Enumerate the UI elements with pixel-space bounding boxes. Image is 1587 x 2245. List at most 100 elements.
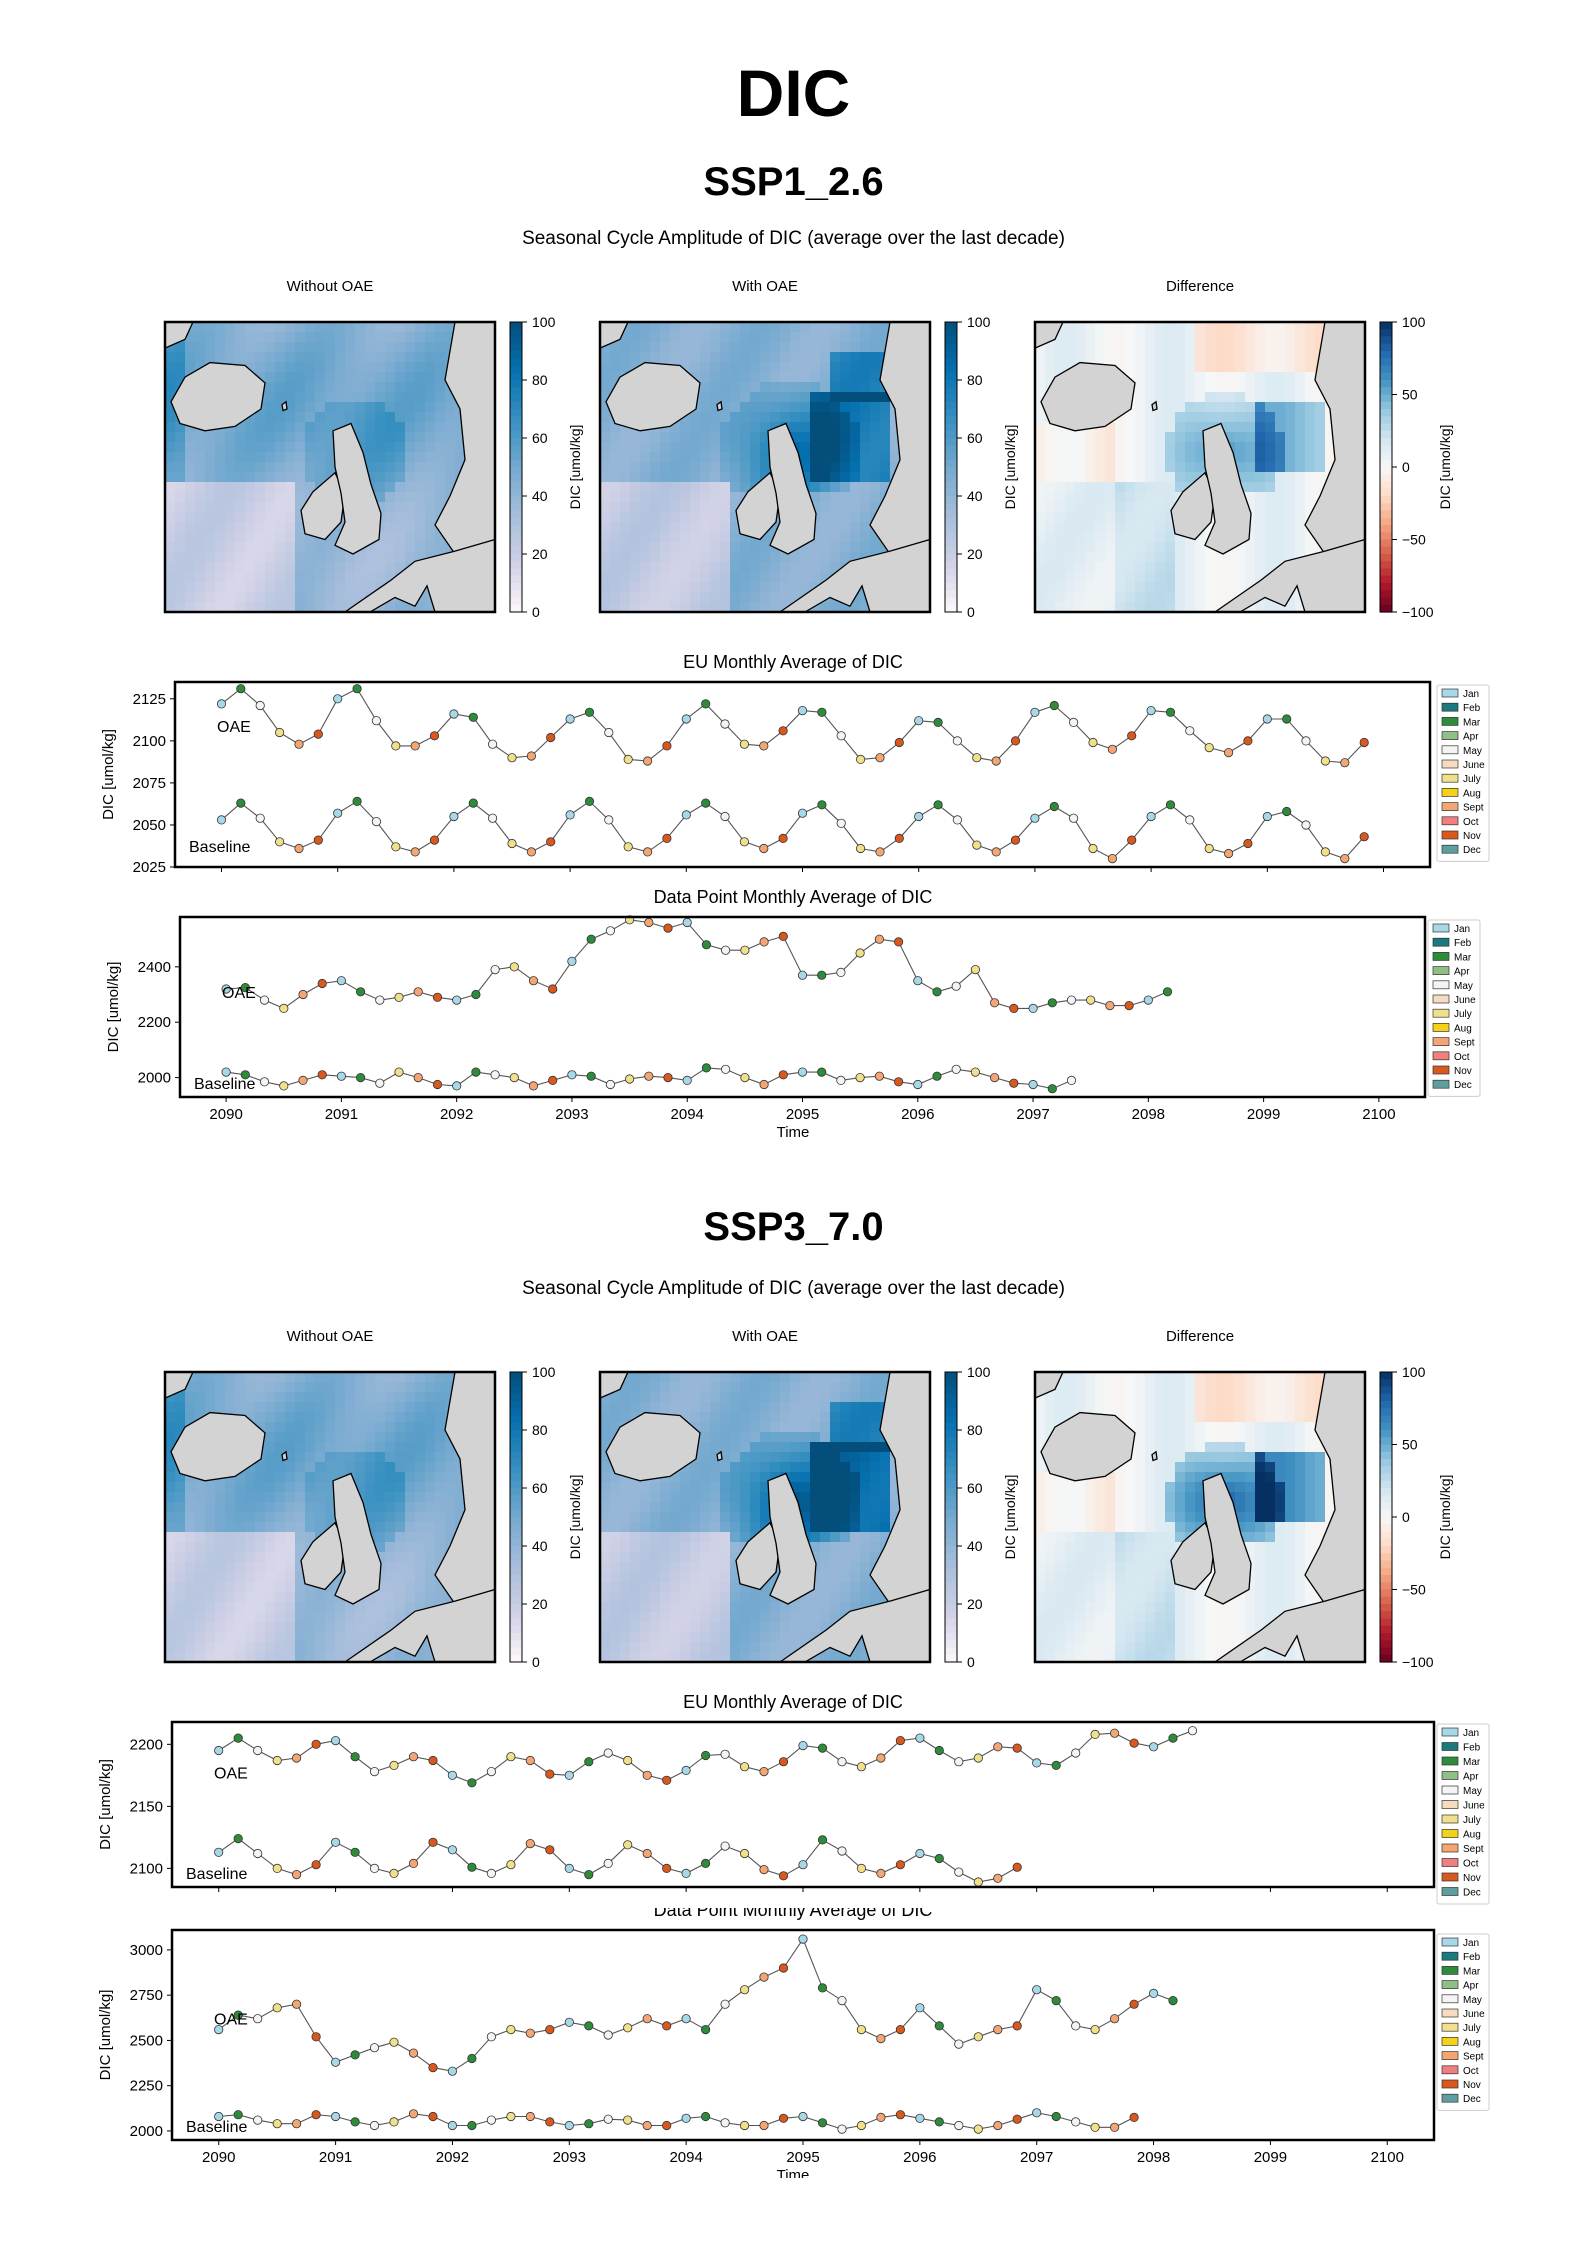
legend-label: Aug	[1454, 1023, 1472, 1034]
y-tick-label: 2000	[130, 2123, 163, 2140]
data-point	[468, 798, 478, 808]
data-point	[375, 995, 385, 1005]
colorbar-frame	[944, 321, 958, 613]
data-point	[1030, 707, 1040, 717]
y-tick-label: 2500	[130, 2032, 163, 2049]
legend-label: June	[1463, 2009, 1485, 2020]
data-point	[410, 847, 420, 857]
colorbar-tick-label: 50	[1402, 1437, 1418, 1453]
data-point	[548, 984, 558, 994]
legend-swatch	[1441, 688, 1459, 698]
data-point	[817, 2118, 828, 2128]
colorbar-tick-label: 80	[532, 372, 548, 388]
colorbar-tick-label: 60	[967, 430, 983, 446]
map-panel: 100 50 0 −50 −100 DIC [umol/kg]	[1033, 1364, 1453, 1670]
colorbar-tick-label: 40	[532, 1538, 548, 1554]
data-point	[333, 808, 343, 818]
colorbar-tick-label: 80	[532, 1422, 548, 1438]
data-point	[991, 756, 1001, 766]
data-point	[662, 1863, 672, 1873]
map-title-with-oae: With OAE	[732, 278, 798, 295]
data-point	[291, 1753, 302, 1763]
data-point	[642, 2120, 652, 2131]
data-point	[1066, 1075, 1077, 1085]
x-tick-label: 2092	[436, 2149, 469, 2166]
chart-title: Data Point Monthly Average of DIC	[654, 887, 933, 907]
colorbar: 100 80 60 40 20 0 DIC [umol/kg]	[944, 314, 1018, 620]
data-point	[545, 2025, 555, 2035]
data-point	[1110, 1728, 1120, 1738]
data-point	[797, 706, 808, 716]
data-point	[1032, 2108, 1042, 2118]
data-point	[778, 1871, 789, 1881]
data-point	[584, 2119, 594, 2129]
data-point	[700, 2025, 711, 2035]
legend-swatch	[1441, 1771, 1459, 1780]
data-point	[1301, 820, 1311, 830]
data-point	[240, 983, 250, 993]
data-point	[486, 1868, 496, 1878]
data-point	[837, 1846, 847, 1856]
y-tick-label: 2125	[133, 691, 166, 708]
data-point	[720, 719, 730, 729]
data-point	[333, 694, 343, 704]
chart-title: EU Monthly Average of DIC	[683, 1692, 903, 1712]
legend-swatch	[1432, 1051, 1450, 1061]
legend-swatch	[1441, 2037, 1459, 2046]
legend-label: Dec	[1463, 2094, 1481, 2105]
data-point	[317, 1070, 327, 1080]
data-point	[369, 2043, 380, 2053]
data-point	[330, 2057, 341, 2067]
data-point	[662, 833, 672, 843]
data-point	[298, 1075, 308, 1085]
data-point	[1030, 813, 1040, 823]
colorbar-tick-label: 0	[532, 604, 540, 620]
data-point	[1127, 731, 1137, 741]
data-point	[973, 1753, 983, 1763]
data-point	[564, 2017, 574, 2027]
y-tick-label: 2100	[130, 1860, 163, 1877]
data-point	[1149, 1742, 1159, 1752]
data-point	[1069, 813, 1079, 823]
data-point	[330, 2111, 341, 2122]
point-timeseries-ssp3: Data Point Monthly Average of DIC 2000 225…	[97, 1908, 1490, 2178]
legend-swatch	[1441, 1800, 1459, 1809]
data-point	[778, 2113, 789, 2123]
data-point	[954, 1867, 964, 1877]
x-tick-label: 2094	[671, 1106, 704, 1123]
legend-label: May	[1463, 1995, 1482, 2006]
data-point	[681, 2014, 691, 2024]
legend-swatch	[1441, 2065, 1459, 2075]
colorbar-tick-label: 0	[967, 1654, 975, 1670]
data-point	[236, 684, 246, 694]
colorbar: 100 80 60 40 20 0 DIC [umol/kg]	[509, 1364, 583, 1670]
data-point	[856, 2120, 867, 2131]
y-tick-label: 2400	[138, 959, 171, 976]
data-point	[311, 2110, 321, 2120]
legend-swatch	[1441, 1951, 1459, 1961]
series-line-oae	[218, 1937, 1174, 2072]
legend-swatch	[1432, 952, 1450, 961]
colorbar: 100 50 0 −50 −100 DIC [umol/kg]	[1379, 314, 1453, 620]
y-axis-label: DIC [umol/kg]	[100, 729, 117, 820]
data-point	[662, 2120, 672, 2131]
data-point	[1204, 843, 1214, 854]
data-point	[856, 1863, 867, 1873]
data-point	[291, 2119, 302, 2129]
data-point	[233, 2010, 243, 2020]
data-point	[681, 2113, 691, 2123]
legend-label: July	[1463, 2023, 1481, 2034]
data-point	[720, 811, 730, 822]
data-point	[894, 737, 904, 748]
data-point	[1069, 717, 1079, 728]
data-point	[272, 2003, 282, 2013]
eu-timeseries-ssp1: EU Monthly Average of DIC 2025 2050 2075 210…	[100, 652, 1490, 876]
y-tick-label: 2075	[133, 775, 166, 792]
data-point	[993, 2120, 1003, 2131]
data-point	[913, 1079, 923, 1090]
data-point	[1012, 2114, 1022, 2124]
data-point	[253, 2115, 263, 2125]
data-point	[1282, 806, 1292, 817]
data-point	[432, 1079, 443, 1090]
data-point	[294, 739, 304, 749]
